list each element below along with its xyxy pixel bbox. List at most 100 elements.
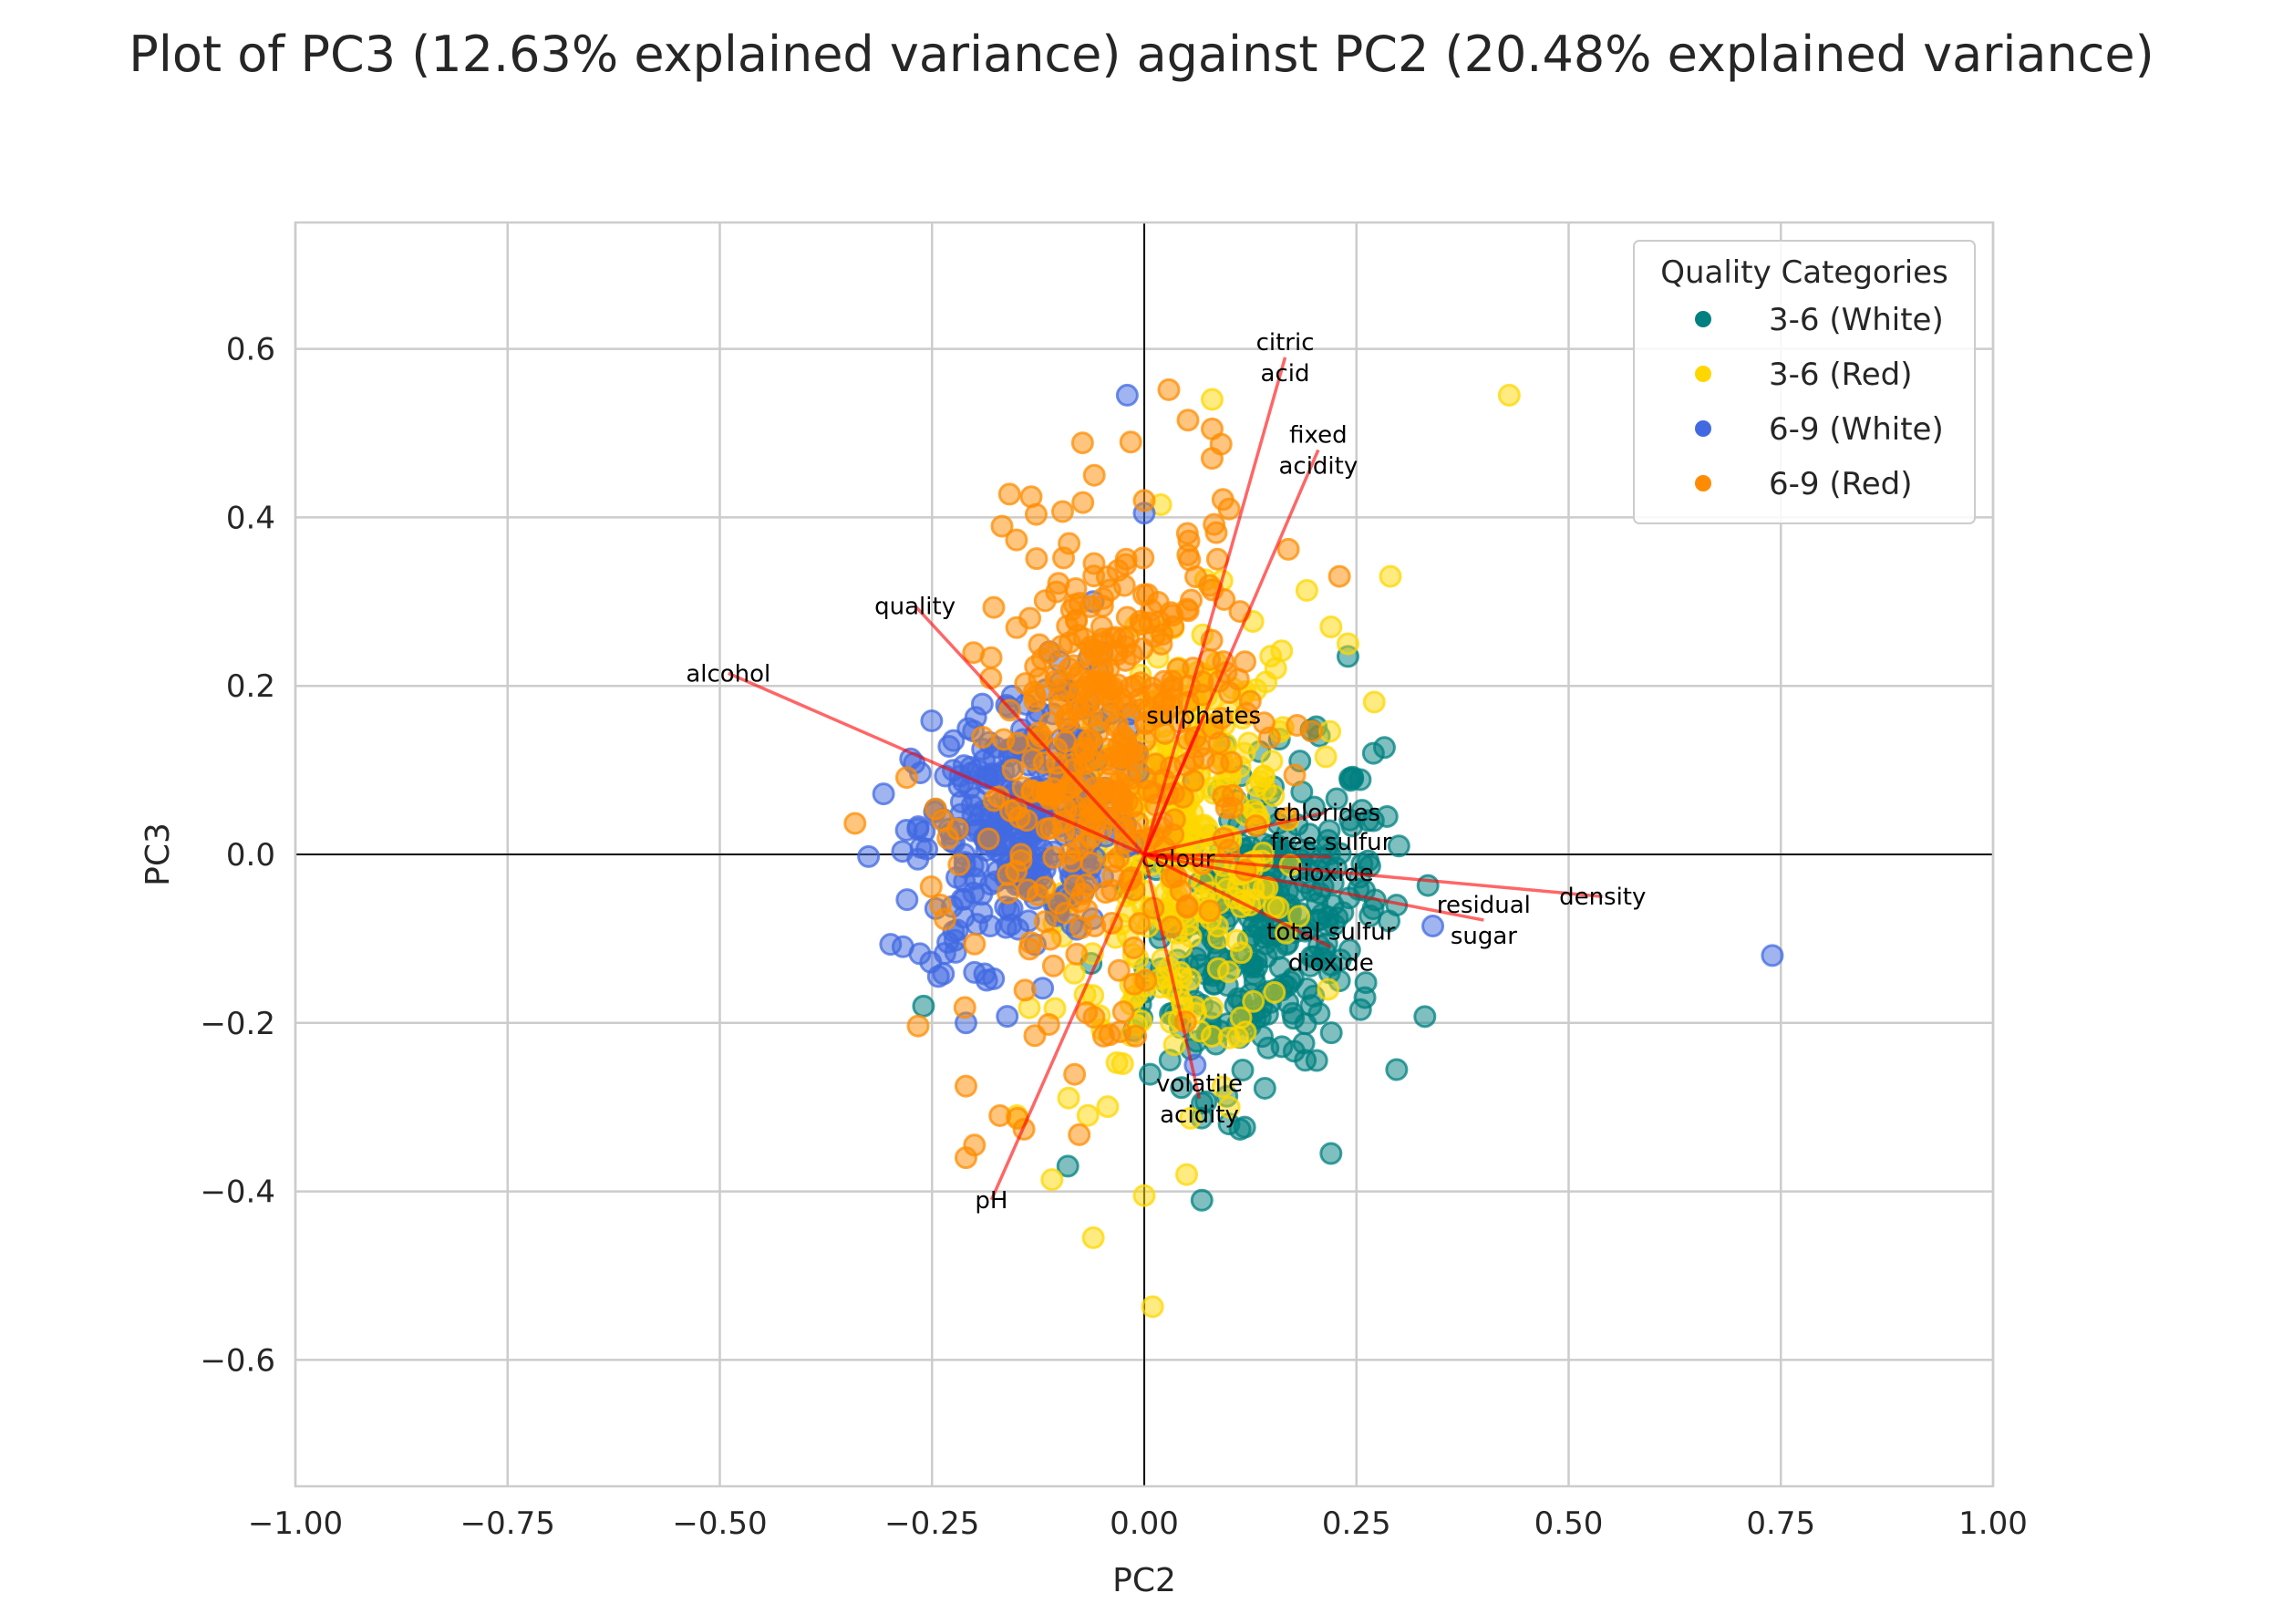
x-tick-label: −0.50 bbox=[672, 1505, 767, 1542]
loading-label-free-sulfur-dioxide: free sulfur bbox=[1270, 829, 1391, 856]
point-6-9-red bbox=[1095, 737, 1119, 760]
point-6-9-white bbox=[996, 1005, 1019, 1029]
point-6-9-red bbox=[1200, 417, 1224, 440]
point-6-9-white bbox=[963, 960, 987, 984]
point-6-9-red bbox=[1175, 522, 1199, 545]
point-6-9-red bbox=[1300, 719, 1324, 743]
point-6-9-red bbox=[1070, 882, 1094, 905]
loading-label-sulphates: sulphates bbox=[1146, 703, 1261, 730]
point-6-9-red bbox=[1283, 763, 1307, 787]
point-6-9-white bbox=[895, 888, 919, 912]
point-6-9-red bbox=[1018, 931, 1042, 955]
point-6-9-red bbox=[1132, 489, 1156, 512]
y-tick-label: −0.4 bbox=[200, 1174, 275, 1211]
point-6-9-red bbox=[1054, 729, 1078, 753]
loading-label-ph: pH bbox=[975, 1187, 1007, 1215]
x-tick-label: 0.00 bbox=[1110, 1505, 1179, 1542]
point-6-9-red bbox=[1075, 1001, 1099, 1025]
point-6-9-red bbox=[1108, 771, 1131, 794]
legend-label-3-6-white: 3-6 (White) bbox=[1769, 302, 1944, 338]
x-tick-label: −0.75 bbox=[460, 1505, 555, 1542]
x-tick-label: 0.75 bbox=[1746, 1505, 1815, 1542]
loading-label-total-sulfur-dioxide: total sulfur bbox=[1266, 919, 1396, 946]
loading-label-fixed-acidity: fixed bbox=[1289, 421, 1347, 449]
legend-title: Quality Categories bbox=[1660, 254, 1948, 291]
point-6-9-red bbox=[919, 874, 943, 898]
loading-vector-free-sulfur-dioxide bbox=[1143, 853, 1331, 859]
loading-label-density: density bbox=[1559, 884, 1646, 911]
point-6-9-red bbox=[1192, 747, 1215, 771]
point-6-9-red bbox=[945, 817, 969, 841]
point-6-9-red bbox=[1128, 912, 1152, 936]
point-3-6-red bbox=[1317, 978, 1340, 1001]
point-6-9-red bbox=[1007, 805, 1031, 829]
point-3-6-red bbox=[1336, 632, 1359, 656]
point-6-9-red bbox=[1123, 674, 1147, 698]
x-tick-label: −0.25 bbox=[884, 1505, 979, 1542]
y-tick-label: −0.2 bbox=[200, 1006, 275, 1042]
point-6-9-red bbox=[843, 812, 867, 835]
point-6-9-red bbox=[1153, 689, 1177, 713]
point-6-9-red bbox=[1045, 751, 1069, 775]
x-tick-label: 1.00 bbox=[1958, 1505, 2028, 1542]
loading-label-citric-acid: acid bbox=[1261, 360, 1310, 388]
loading-label-citric-acid: citric bbox=[1256, 329, 1315, 357]
y-tick-label: 0.6 bbox=[226, 332, 275, 368]
loading-label-fixed-acidity: acidity bbox=[1278, 452, 1358, 480]
point-3-6-white bbox=[1170, 1076, 1193, 1100]
point-3-6-white bbox=[1325, 787, 1348, 811]
legend-marker-6-9-white bbox=[1695, 420, 1711, 437]
point-6-9-white bbox=[1421, 915, 1445, 938]
point-6-9-red bbox=[1217, 497, 1241, 521]
point-6-9-red bbox=[1107, 958, 1131, 982]
point-6-9-white bbox=[915, 837, 939, 861]
legend-marker-3-6-red bbox=[1695, 366, 1711, 382]
point-6-9-red bbox=[954, 1074, 977, 1098]
legend-label-6-9-white: 6-9 (White) bbox=[1769, 411, 1944, 448]
point-6-9-red bbox=[1005, 615, 1028, 639]
point-6-9-white bbox=[926, 965, 950, 988]
point-6-9-red bbox=[1210, 707, 1234, 730]
point-6-9-red bbox=[992, 728, 1016, 751]
point-6-9-red bbox=[990, 514, 1014, 538]
loading-label-quality: quality bbox=[874, 593, 956, 620]
point-6-9-red bbox=[1066, 838, 1090, 862]
y-tick-labels: 0.6 0.4 0.2 0.0 −0.2 −0.4 −0.6 bbox=[200, 332, 275, 1380]
point-6-9-red bbox=[1024, 685, 1048, 709]
point-6-9-red bbox=[1013, 978, 1037, 1002]
point-3-6-white bbox=[1338, 767, 1362, 791]
point-6-9-red bbox=[1063, 1062, 1087, 1086]
point-6-9-red bbox=[1082, 564, 1106, 588]
point-3-6-white bbox=[1353, 986, 1377, 1009]
point-6-9-red bbox=[1176, 409, 1200, 432]
point-3-6-red bbox=[1175, 1163, 1199, 1186]
point-3-6-red bbox=[1295, 578, 1318, 602]
point-6-9-red bbox=[997, 482, 1021, 506]
point-3-6-red bbox=[1287, 905, 1311, 928]
point-6-9-white bbox=[872, 782, 895, 806]
point-6-9-red bbox=[1054, 901, 1078, 925]
point-6-9-red bbox=[1129, 609, 1152, 633]
loading-label-volatile-acidity: volatile bbox=[1156, 1071, 1243, 1098]
point-6-9-red bbox=[1019, 485, 1043, 509]
point-6-9-red bbox=[1090, 615, 1113, 638]
point-6-9-red bbox=[953, 996, 976, 1019]
point-6-9-red bbox=[1221, 783, 1245, 807]
point-6-9-red bbox=[1068, 1122, 1091, 1146]
scatter-points bbox=[843, 378, 1784, 1319]
point-6-9-red bbox=[1079, 595, 1102, 618]
point-6-9-red bbox=[976, 827, 1000, 851]
point-3-6-red bbox=[1242, 989, 1265, 1013]
point-6-9-red bbox=[982, 595, 1006, 619]
loading-vector-sulphates bbox=[1142, 714, 1205, 855]
point-6-9-red bbox=[1028, 633, 1051, 657]
point-3-6-red bbox=[1057, 1086, 1080, 1110]
point-3-6-red bbox=[1179, 1106, 1203, 1130]
point-6-9-red bbox=[1131, 546, 1155, 570]
point-6-9-red bbox=[1173, 1010, 1197, 1034]
point-6-9-red bbox=[1218, 681, 1242, 705]
x-tick-label: 0.25 bbox=[1322, 1505, 1391, 1542]
point-6-9-red bbox=[979, 646, 1003, 669]
point-3-6-red bbox=[1362, 690, 1386, 714]
